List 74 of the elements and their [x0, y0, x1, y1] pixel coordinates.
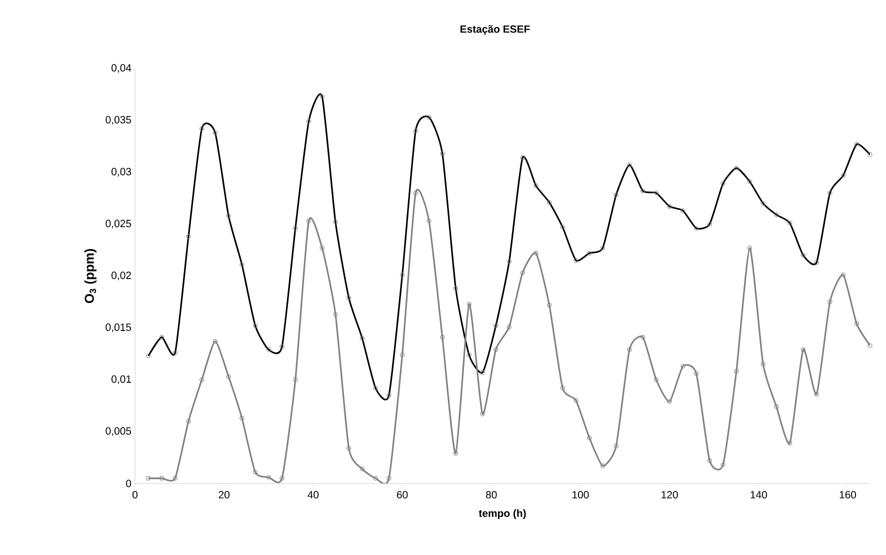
point	[720, 462, 726, 468]
point	[306, 218, 312, 224]
point	[386, 476, 392, 481]
point	[440, 334, 445, 340]
point	[627, 347, 632, 352]
point	[413, 190, 418, 196]
point	[200, 377, 204, 382]
point	[854, 321, 859, 326]
point	[546, 302, 552, 308]
point	[426, 218, 432, 224]
x-tick-label: 40	[308, 491, 319, 498]
point	[760, 362, 766, 366]
y-tick-label: 0,005	[106, 427, 132, 436]
point	[640, 334, 646, 340]
chart-title: Estação ESEF	[460, 25, 530, 35]
point	[828, 300, 832, 304]
point	[520, 270, 525, 276]
y-tick-label: 0,025	[106, 220, 132, 228]
x-tick-label: 20	[218, 491, 230, 498]
point	[600, 464, 606, 468]
x-tick-label: 120	[662, 491, 678, 498]
point	[159, 476, 164, 481]
point	[266, 474, 271, 480]
point	[240, 416, 244, 420]
x-axis-title: tempo (h)	[478, 509, 526, 520]
point	[614, 444, 618, 448]
point	[212, 339, 218, 344]
y-tick-label: 0,04	[112, 64, 132, 73]
point	[346, 446, 352, 451]
x-tick-label: 60	[396, 491, 408, 498]
point	[788, 440, 792, 446]
point	[480, 412, 485, 416]
point	[534, 250, 538, 256]
point	[506, 324, 512, 330]
point	[667, 399, 672, 404]
x-tick-label: 80	[486, 491, 497, 498]
y-tick-label: 0,015	[106, 324, 132, 332]
y-tick-label: 0,01	[112, 375, 131, 384]
point	[453, 451, 458, 456]
point	[400, 352, 405, 358]
x-tick-label: 0	[132, 491, 138, 498]
y-tick-label: 0,03	[112, 168, 132, 177]
point	[747, 246, 752, 250]
point	[494, 347, 498, 352]
point	[774, 404, 779, 410]
point	[186, 418, 191, 424]
point	[840, 272, 846, 278]
point	[373, 476, 378, 481]
point	[574, 398, 578, 403]
y-axis-title: O$_{3}$ (ppm)	[84, 249, 96, 304]
point	[654, 377, 658, 382]
point	[560, 386, 565, 390]
x-tick-label: 160	[840, 491, 856, 498]
point	[280, 476, 284, 481]
y-tick-label: 0,02	[112, 272, 131, 280]
point	[466, 302, 472, 306]
point	[680, 364, 686, 369]
point	[333, 312, 338, 317]
x-tick-label: 100	[572, 491, 589, 498]
point	[360, 466, 364, 472]
point	[226, 374, 231, 379]
point	[320, 246, 324, 250]
point	[694, 371, 699, 376]
point	[587, 436, 592, 440]
point	[814, 392, 819, 397]
point	[172, 476, 178, 481]
y-tick-label: 0,035	[106, 116, 132, 125]
point	[734, 369, 739, 374]
point	[800, 347, 806, 352]
x-tick-label: 140	[750, 491, 767, 498]
point	[252, 470, 258, 474]
point	[293, 377, 298, 382]
y-tick-label: 0	[126, 480, 132, 488]
point	[707, 458, 712, 463]
